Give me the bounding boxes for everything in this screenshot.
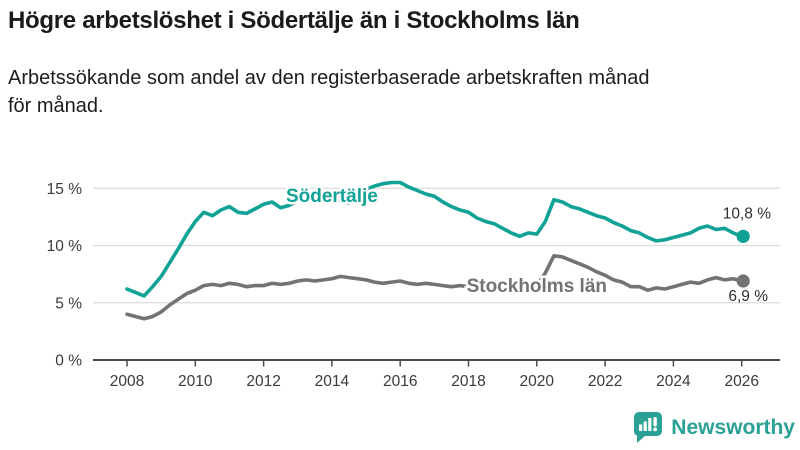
- x-tick-label-2008: 2008: [110, 373, 144, 390]
- sodertalje-series-label: Södertälje: [286, 186, 378, 207]
- x-tick-label-2026: 2026: [724, 373, 758, 390]
- bar-tall: [648, 418, 652, 431]
- y-tick-label-0: 0 %: [55, 353, 82, 370]
- speech-bubble-shape: [634, 412, 663, 443]
- x-tick-label-2016: 2016: [383, 373, 417, 390]
- subtitle-line-1: Arbetssökande som andel av den registerb…: [8, 67, 650, 89]
- x-tick-label-2012: 2012: [246, 373, 280, 390]
- y-tick-label-15: 15 %: [47, 181, 83, 198]
- newsworthy-logo[interactable]: Newsworthy: [633, 412, 795, 444]
- x-tick-label-2020: 2020: [520, 373, 555, 390]
- y-tick-label-5: 5 %: [55, 295, 82, 312]
- stockholms-lan-end-value-label: 6,9 %: [728, 288, 768, 305]
- x-tick-label-2024: 2024: [656, 373, 691, 390]
- stockholms-lan-endpoint-dot: [736, 274, 750, 288]
- page-subtitle: Arbetssökande som andel av den registerb…: [8, 64, 792, 120]
- newsworthy-wordmark: Newsworthy: [671, 416, 795, 439]
- stockholms-lan-series-label: Stockholms län: [467, 276, 607, 297]
- x-tick-label-2018: 2018: [451, 373, 485, 390]
- y-tick-label-10: 10 %: [47, 238, 83, 255]
- page-title: Högre arbetslöshet i Södertälje än i Sto…: [8, 7, 580, 34]
- sodertalje-end-value-label: 10,8 %: [723, 205, 771, 222]
- newsworthy-icon: [634, 412, 663, 443]
- exclamation-dot: [653, 427, 658, 432]
- sodertalje-line: [125, 180, 744, 298]
- subtitle-line-2: för månad.: [8, 95, 104, 117]
- x-tick-label-2010: 2010: [178, 373, 213, 390]
- x-tick-label-2022: 2022: [588, 373, 622, 390]
- sodertalje-endpoint-dot: [736, 229, 750, 243]
- bar-small: [639, 424, 643, 431]
- stockholms-lan-line: [125, 254, 744, 321]
- x-tick-label-2014: 2014: [315, 373, 350, 390]
- exclamation-bar: [653, 417, 658, 427]
- bar-medium: [643, 421, 648, 431]
